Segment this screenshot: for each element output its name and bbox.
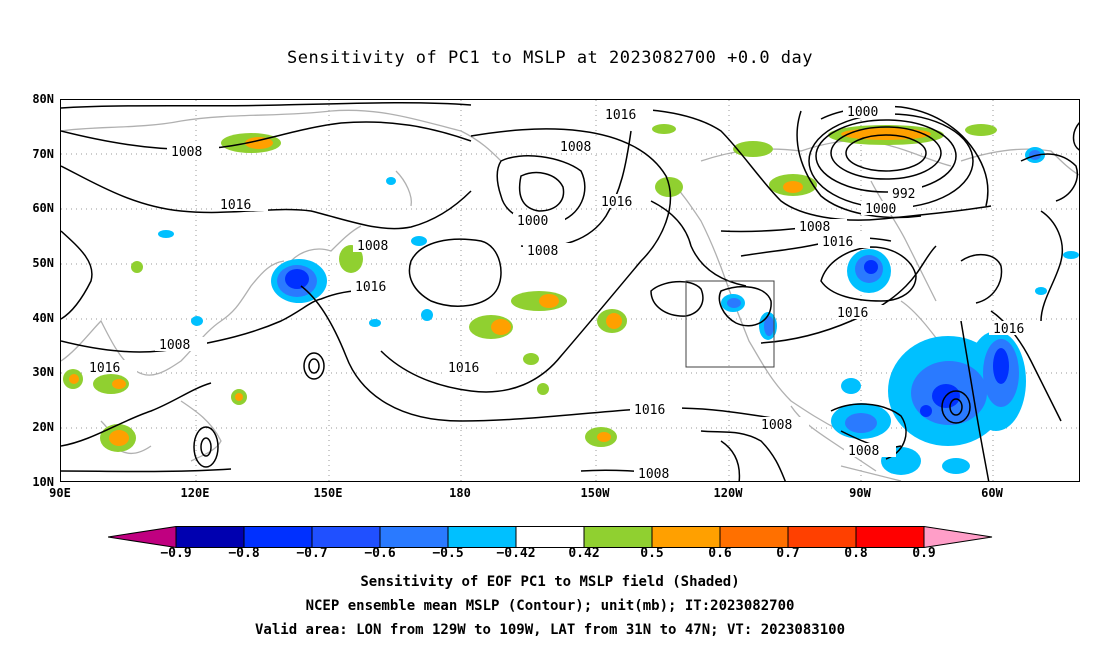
lon-label-120w: 120W (713, 486, 743, 500)
lat-label-80n: 80N (32, 92, 54, 106)
contour-label: 1000 (865, 202, 896, 217)
colorbar-segment (923, 526, 993, 548)
colorbar-label: 0.8 (844, 546, 868, 561)
colorbar-label: 0.9 (912, 546, 936, 561)
map-panel: 1016 1008 1000 1008 1016 1008 1016 1000 … (60, 99, 1080, 482)
lat-label-30n: 30N (32, 365, 54, 379)
colorbar-segment (719, 526, 789, 548)
colorbar-label: 0.6 (708, 546, 732, 561)
lon-label-120e: 120E (180, 486, 210, 500)
contour-label: 1016 (601, 195, 632, 210)
colorbar-segment (243, 526, 313, 548)
lat-label-20n: 20N (32, 420, 54, 434)
contour-label: 1016 (355, 280, 386, 295)
contour-label: 1008 (357, 239, 388, 254)
contour-label: 1008 (560, 140, 591, 155)
lon-label-150w: 150W (580, 486, 610, 500)
lon-label-60w: 60W (981, 486, 1003, 500)
lon-label-180: 180 (449, 486, 471, 500)
contour-label: 1008 (799, 220, 830, 235)
colorbar-label: 0.5 (640, 546, 664, 561)
colorbar-label: −0.9 (160, 546, 192, 561)
contour-label: 1016 (448, 361, 479, 376)
contour-label: 1008 (761, 418, 792, 433)
colorbar-label: 0.42 (568, 546, 600, 561)
colorbar-label: −0.8 (228, 546, 260, 561)
colorbar-segment (108, 526, 177, 548)
lat-label-70n: 70N (32, 147, 54, 161)
colorbar-label: −0.7 (296, 546, 328, 561)
sensitivity-shading-orange (69, 128, 931, 446)
footer-line-2: NCEP ensemble mean MSLP (Contour); unit(… (305, 598, 795, 614)
contour-label: 1016 (634, 403, 665, 418)
lon-label-90w: 90W (849, 486, 871, 500)
colorbar-segment (787, 526, 857, 548)
valid-area-box (685, 280, 775, 368)
lat-label-10n: 10N (32, 475, 54, 489)
contour-label: 992 (892, 187, 915, 202)
contour-label: 1016 (993, 322, 1024, 337)
colorbar-segment (855, 526, 925, 548)
contour-label: 1008 (638, 467, 669, 482)
contour-label: 1016 (89, 361, 120, 376)
contour-labels: 1016 1008 1000 1008 1016 1008 1016 1000 … (85, 104, 1041, 482)
colorbar-segment (379, 526, 449, 548)
contour-label: 1016 (605, 108, 636, 123)
contour-label: 1016 (837, 306, 868, 321)
footer-line-1: Sensitivity of EOF PC1 to MSLP field (Sh… (360, 574, 740, 590)
lat-label-60n: 60N (32, 201, 54, 215)
colorbar-label: −0.6 (364, 546, 396, 561)
contour-label: 1016 (822, 235, 853, 250)
lon-label-150e: 150E (313, 486, 343, 500)
contour-label: 1000 (517, 214, 548, 229)
colorbar-label: −0.5 (432, 546, 464, 561)
colorbar-segment (583, 526, 653, 548)
colorbar-label: 0.7 (776, 546, 800, 561)
contour-label: 1008 (159, 338, 190, 353)
colorbar-segment (175, 526, 245, 548)
map-canvas: 1016 1008 1000 1008 1016 1008 1016 1000 … (61, 100, 1079, 482)
contour-label: 1008 (848, 444, 879, 459)
chart-title: Sensitivity of PC1 to MSLP at 2023082700… (286, 48, 813, 68)
lon-label-90e: 90E (49, 486, 71, 500)
colorbar-segment (651, 526, 721, 548)
colorbar-label: −0.42 (496, 546, 536, 561)
colorbar-segment (447, 526, 517, 548)
contour-label: 1016 (220, 198, 251, 213)
contour-label: 1008 (171, 145, 202, 160)
contour-label: 1000 (847, 105, 878, 120)
colorbar-segment (515, 526, 585, 548)
lat-label-50n: 50N (32, 256, 54, 270)
lat-label-40n: 40N (32, 311, 54, 325)
colorbar-segment (311, 526, 381, 548)
contour-label: 1008 (527, 244, 558, 259)
footer-line-3: Valid area: LON from 129W to 109W, LAT f… (254, 622, 845, 638)
colorbar (108, 526, 993, 548)
